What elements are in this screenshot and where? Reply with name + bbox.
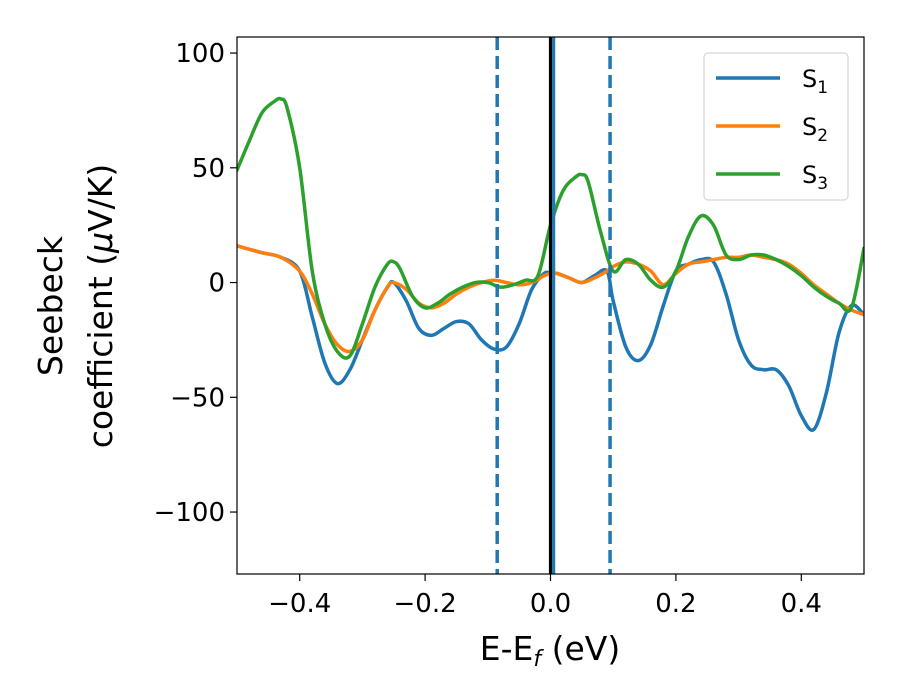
- legend-label-s1: S1: [802, 65, 828, 98]
- x-tick-label: −0.4: [268, 589, 331, 619]
- x-axis-label-sub: f: [533, 647, 544, 672]
- y-tick-label: −100: [154, 498, 225, 528]
- x-tick-label: 0.0: [530, 589, 571, 619]
- y-axis-label-line2: coefficient (μV/K): [81, 164, 120, 449]
- legend-label-s2: S2: [802, 113, 828, 146]
- y-tick-label: −50: [170, 383, 225, 413]
- x-axis-label: E-Ef (eV): [480, 629, 620, 672]
- x-tick-label: −0.2: [394, 589, 457, 619]
- y-axis-label-line2-pre: coefficient (: [81, 253, 120, 448]
- legend: S1 S2 S3: [703, 52, 849, 201]
- y-axis-label-line2-post: V/K): [81, 164, 120, 232]
- y-axis-label-line1: Seebeck: [31, 235, 70, 376]
- x-axis-label-rest: (eV): [541, 629, 620, 668]
- series-line-s3: [237, 96, 864, 360]
- legend-label-s3: S3: [802, 161, 828, 194]
- x-axis-label-main: E-E: [480, 629, 534, 668]
- x-tick-label: 0.2: [655, 589, 696, 619]
- series-line-s2: [237, 244, 864, 354]
- y-axis-label-mu: μ: [81, 232, 120, 254]
- x-tick-label: 0.4: [781, 589, 822, 619]
- y-tick-label: 50: [192, 154, 225, 184]
- y-tick-label: 0: [208, 269, 225, 299]
- y-tick-label: 100: [175, 39, 225, 69]
